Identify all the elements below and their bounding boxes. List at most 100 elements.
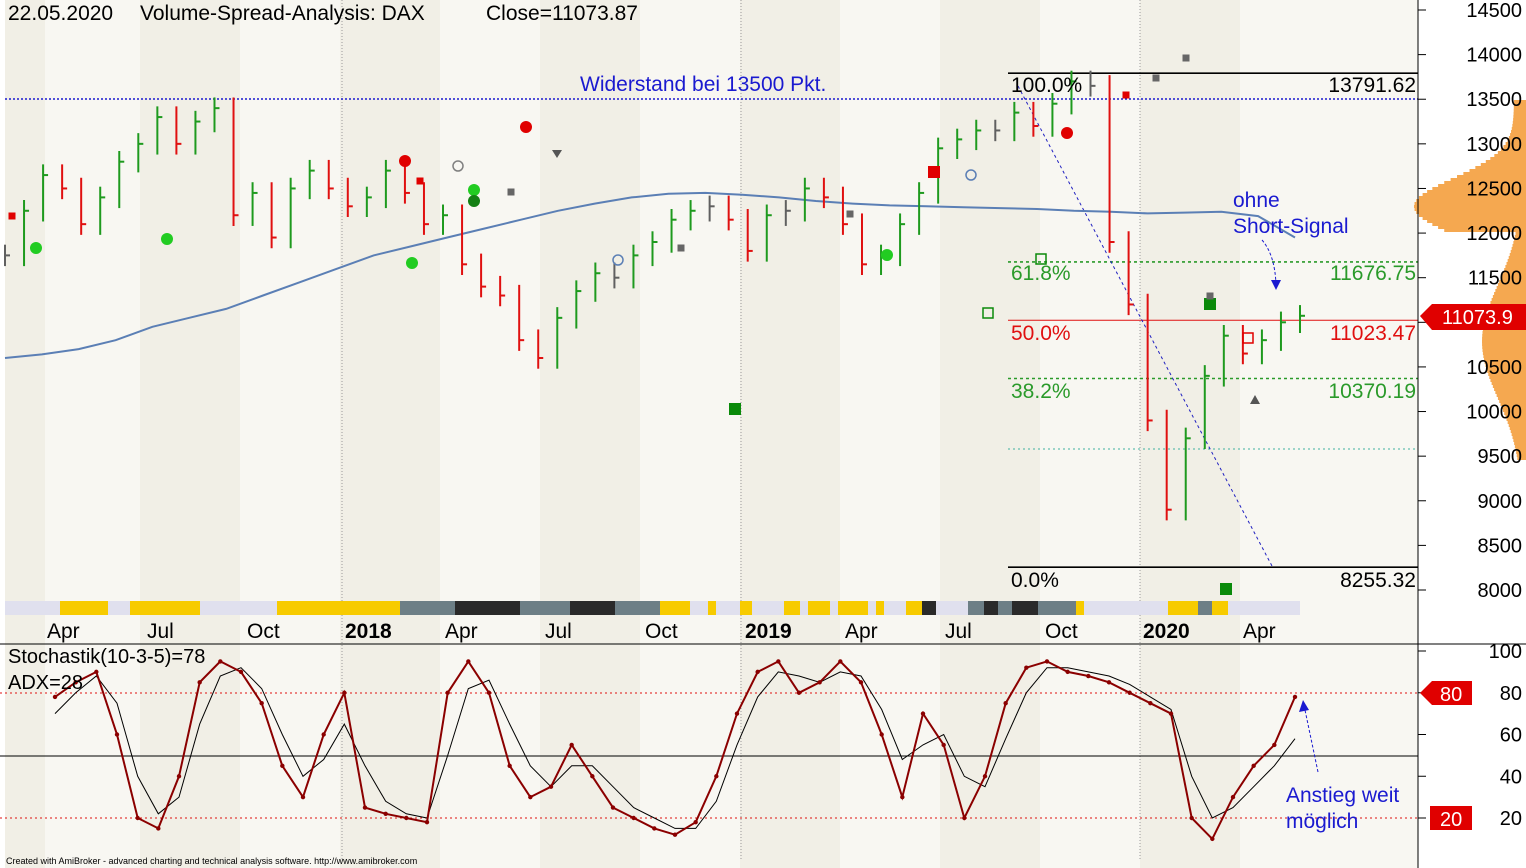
stoch-point	[424, 819, 430, 825]
stoch-point	[197, 680, 202, 685]
price-tick-label: 12500	[1466, 178, 1522, 200]
vsa-segment	[906, 601, 922, 615]
stoch-point	[1024, 665, 1029, 670]
signal-square	[1206, 292, 1214, 300]
volume-profile-bar	[1511, 247, 1526, 250]
volume-profile-bar	[1414, 205, 1526, 208]
time-tick-label: Apr	[445, 620, 478, 643]
stoch-point	[73, 680, 78, 685]
price-panel: 22.05.2020 Volume-Spread-Analysis: DAX C…	[4, 2, 1526, 615]
volume-profile-bar	[1490, 157, 1526, 160]
volume-profile-bar	[1494, 292, 1526, 295]
price-tick-label: 10500	[1466, 357, 1522, 379]
volume-profile-bar	[1500, 148, 1526, 151]
volume-profile-bar	[1491, 382, 1526, 385]
stoch-point	[631, 815, 636, 821]
volume-profile-bar	[1422, 217, 1526, 220]
volume-profile-bar	[1495, 289, 1526, 292]
chart-close: Close=11073.87	[486, 2, 638, 25]
volume-profile-bar	[1510, 430, 1526, 433]
vsa-segment	[1198, 601, 1212, 615]
stoch-point	[1230, 794, 1236, 800]
fib-100-label: 100.0%	[1011, 74, 1082, 97]
stoch-tick-label: 40	[1500, 766, 1522, 788]
volume-profile-bar	[1506, 418, 1526, 421]
vsa-segment	[520, 601, 570, 615]
stoch-point	[796, 690, 802, 695]
volume-profile-bar	[1516, 451, 1526, 454]
price-tick-label: 10000	[1466, 402, 1522, 424]
stoch-point	[672, 832, 678, 837]
volume-profile-bar	[1418, 196, 1526, 199]
grid-lines	[341, 0, 1141, 860]
volume-profile-bar	[1494, 388, 1526, 391]
stoch-point	[838, 659, 843, 664]
stoch-point	[858, 680, 864, 685]
volume-profile-bar	[1514, 442, 1526, 445]
stoch-point	[1044, 659, 1050, 664]
vsa-segment	[277, 601, 400, 615]
signal-square	[1220, 583, 1232, 595]
stoch-tick-label: 20	[1500, 808, 1522, 830]
volume-profile-bar	[1482, 343, 1526, 346]
footer-credit: Created with AmiBroker - advanced charti…	[6, 856, 417, 866]
time-tick-label: Oct	[247, 620, 280, 643]
volume-profile-bar	[1507, 139, 1526, 142]
stoch-tick-label: 60	[1500, 725, 1522, 747]
stoch-note-arrowhead	[1299, 700, 1309, 712]
volume-profile-bar	[1512, 436, 1526, 439]
background-band	[1040, 0, 1140, 868]
background-band	[1140, 0, 1240, 868]
stoch-point	[920, 711, 926, 716]
stoch-tick-label: 100	[1489, 641, 1522, 663]
volume-profile-bar	[1512, 124, 1526, 127]
signal-square	[1122, 91, 1130, 99]
volume-profile-bar	[1515, 232, 1526, 235]
vsa-segment	[570, 601, 615, 615]
vsa-segment	[922, 601, 936, 615]
stoch-point	[776, 659, 781, 664]
stoch-point	[879, 732, 884, 737]
volume-profile-bar	[1513, 439, 1526, 442]
signal-square	[416, 177, 424, 185]
time-tick-label: Jul	[147, 620, 174, 643]
background-band	[140, 0, 240, 868]
volume-profile-bar	[1511, 127, 1526, 130]
stoch-point	[528, 794, 533, 800]
vsa-segment	[1076, 601, 1084, 615]
chart-date: 22.05.2020	[8, 2, 113, 25]
volume-profile-bar	[1491, 298, 1526, 301]
price-badge: 11073.9	[1420, 304, 1526, 330]
vsa-segment	[830, 601, 838, 615]
volume-profile-bar	[1418, 214, 1526, 217]
stoch-note-1: Anstieg weit	[1286, 784, 1399, 807]
chart-title: Volume-Spread-Analysis: DAX	[140, 2, 425, 25]
signal-square	[8, 212, 16, 220]
volume-profile-bar	[1507, 421, 1526, 424]
volume-profile-bar	[1514, 445, 1526, 448]
stoch-point	[1168, 711, 1174, 716]
signal-square	[928, 166, 940, 178]
stoch-point	[1003, 700, 1008, 706]
no-short-arrowhead	[1271, 280, 1281, 290]
time-tick-label: Oct	[1045, 620, 1078, 643]
signal-square	[507, 188, 515, 196]
volume-profile-bar	[1510, 250, 1526, 253]
volume-profile-bar	[1482, 331, 1526, 334]
stoch-label: Stochastik(10-3-5)=78	[8, 646, 205, 668]
volume-profile-bar	[1432, 223, 1526, 226]
background-band	[640, 0, 740, 868]
stoch-point	[1106, 680, 1112, 685]
time-tick-label: Jul	[945, 620, 972, 643]
volume-profile-bar	[1502, 409, 1526, 412]
volume-profile-bar	[1500, 403, 1526, 406]
signal-dot	[161, 233, 173, 245]
stoch-point	[1065, 669, 1070, 675]
volume-profile-bar	[1504, 412, 1526, 415]
volume-profile-bar	[1487, 370, 1526, 373]
vsa-segment	[838, 601, 868, 615]
vsa-segment	[800, 601, 808, 615]
volume-profile-bar	[1505, 265, 1526, 268]
signal-triangle-down	[552, 150, 562, 158]
vsa-segment	[876, 601, 884, 615]
